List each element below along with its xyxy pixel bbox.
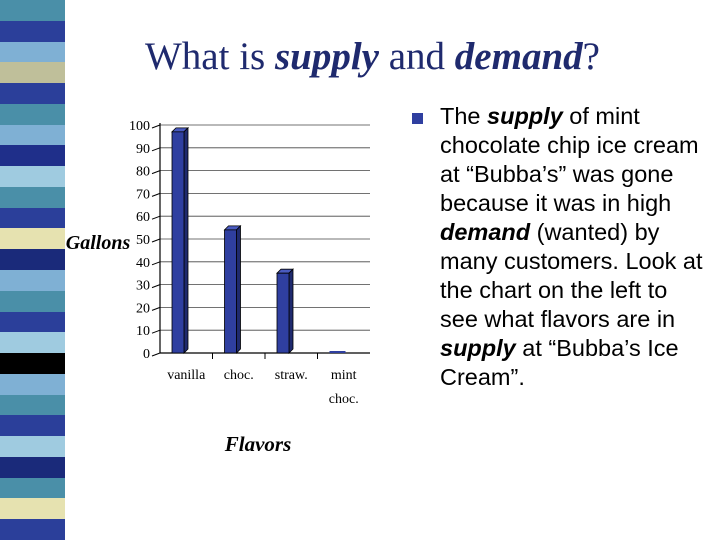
y-tick-label: 70 — [136, 187, 150, 202]
y-tick — [151, 306, 161, 311]
emphasis-supply: supply — [440, 335, 516, 361]
y-tick — [151, 284, 161, 289]
stripe-block — [0, 415, 65, 437]
x-tick-label: straw. — [275, 368, 308, 383]
x-axis-label: Flavors — [224, 432, 292, 456]
stripe-block — [0, 124, 65, 146]
emphasis-demand: demand — [440, 219, 531, 245]
title-part: and — [378, 35, 455, 78]
stripe-block — [0, 249, 65, 271]
y-tick-label: 30 — [136, 279, 150, 294]
stripe-block — [0, 103, 65, 126]
y-tick-label: 50 — [136, 233, 150, 248]
y-tick — [151, 238, 161, 243]
y-tick-label: 80 — [136, 165, 150, 180]
y-tick — [151, 352, 161, 357]
stripe-block — [0, 394, 65, 416]
y-tick-label: 60 — [136, 210, 150, 225]
y-tick-label: 10 — [136, 324, 150, 339]
stripe-block — [0, 186, 65, 209]
stripe-block — [0, 0, 65, 22]
title-demand: demand — [454, 35, 583, 78]
bar — [276, 272, 290, 354]
stripe-block — [0, 353, 65, 375]
y-tick — [151, 147, 161, 152]
stripe-block — [0, 436, 65, 458]
title-part: ? — [582, 35, 600, 78]
title-part: What is — [145, 35, 275, 78]
y-tick — [151, 329, 161, 334]
x-tick-label: mint — [331, 368, 357, 383]
emphasis-supply: supply — [487, 103, 563, 129]
stripe-block — [0, 228, 65, 250]
bar-side — [288, 268, 294, 354]
bullet-text: The supply of mint chocolate chip ice cr… — [440, 102, 710, 392]
stripe-block — [0, 270, 65, 292]
bar — [224, 229, 237, 354]
y-tick-label: 0 — [143, 347, 150, 362]
text-part: The — [440, 103, 488, 129]
bar-side — [236, 224, 241, 354]
x-tick-label: choc. — [329, 392, 359, 407]
bar-side — [183, 126, 189, 354]
y-tick-label: 90 — [136, 142, 150, 157]
text-part: of mint chocolate chip ice cream at “Bub… — [440, 103, 699, 216]
y-tick — [151, 124, 161, 129]
y-axis-label: Gallons — [66, 232, 131, 254]
stripe-block — [0, 207, 65, 229]
text-part: at “Bubba’s Ice Cream”. — [440, 335, 679, 390]
y-tick-label: 100 — [129, 119, 150, 134]
stripe-block — [0, 498, 65, 520]
y-tick — [151, 170, 161, 175]
stripe-block — [0, 290, 65, 313]
text-part: (wanted) by many customers. Look at the … — [440, 219, 703, 332]
x-tick-label: choc. — [224, 368, 254, 383]
x-tick-label: vanilla — [167, 368, 206, 383]
stripe-block — [0, 20, 65, 43]
stripe-block — [0, 41, 65, 63]
y-tick-label: 40 — [136, 256, 150, 271]
bar-chart: 0 10 20 30 40 50 60 70 80 90 100 vanilla choc. straw.… — [66, 119, 370, 456]
y-tick — [151, 261, 161, 266]
stripe-block — [0, 477, 65, 499]
decorative-stripe — [0, 0, 65, 540]
stripe-block — [0, 373, 65, 396]
bullet-icon — [412, 113, 423, 124]
stripe-block — [0, 83, 65, 105]
y-tick — [151, 215, 161, 220]
stripe-block — [0, 519, 65, 540]
stripe-block — [0, 311, 65, 333]
slide-title: What is supply and demand? — [145, 34, 665, 84]
stripe-block — [0, 145, 65, 167]
y-tick-label: 20 — [136, 301, 150, 316]
stripe-block — [0, 332, 65, 354]
stripe-block — [0, 62, 65, 84]
bar — [171, 131, 185, 354]
stripe-block — [0, 456, 65, 479]
title-supply: supply — [274, 35, 379, 78]
y-tick — [151, 192, 161, 197]
stripe-block — [0, 166, 65, 188]
